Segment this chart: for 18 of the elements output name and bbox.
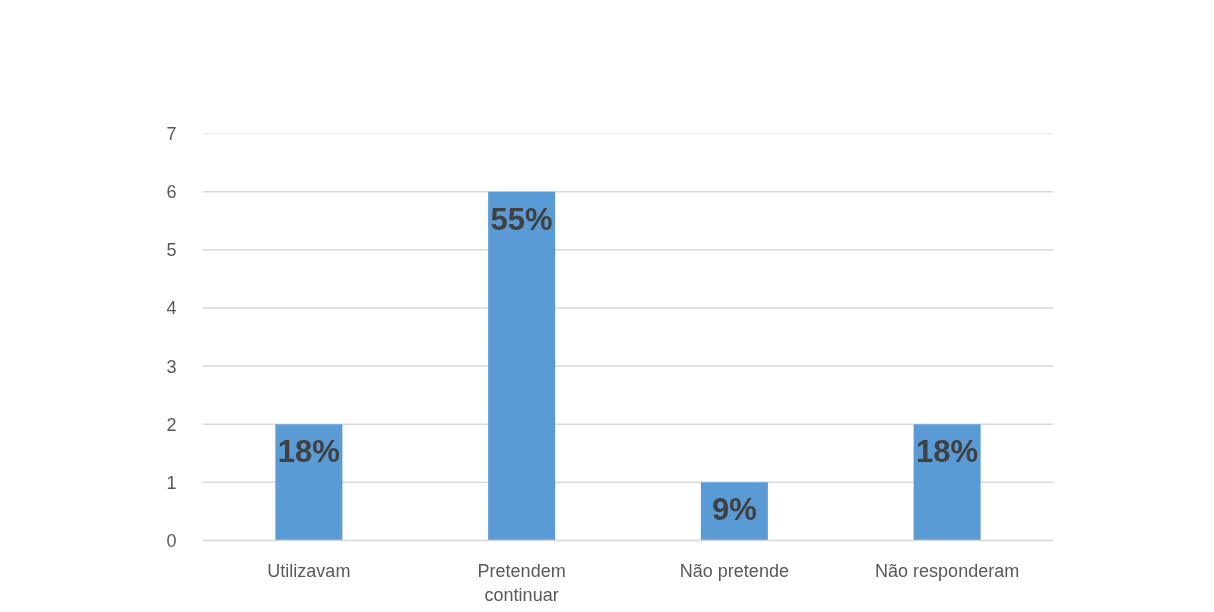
y-tick-label: 6 — [166, 182, 177, 203]
y-tick-label: 0 — [166, 531, 177, 551]
bar — [913, 424, 981, 541]
y-tick-label: 1 — [166, 472, 177, 493]
y-tick-label: 3 — [166, 356, 177, 377]
x-tick-label: Utilizavam — [267, 560, 351, 581]
y-tick-label: 2 — [166, 414, 177, 435]
annotation: 18% — [916, 434, 979, 470]
annotation: 9% — [711, 492, 757, 528]
x-tick-label: Não pretende — [679, 560, 789, 581]
x-tick-label: Pretendem continuar — [477, 560, 566, 605]
annotation: 18% — [277, 434, 340, 470]
y-tick-label: 7 — [166, 124, 177, 144]
y-tick-label: 4 — [166, 298, 177, 319]
annotation: 55% — [490, 201, 553, 237]
y-tick-label: 5 — [166, 240, 177, 261]
bar — [488, 191, 556, 541]
x-tick-label: Não responderam — [875, 560, 1020, 581]
